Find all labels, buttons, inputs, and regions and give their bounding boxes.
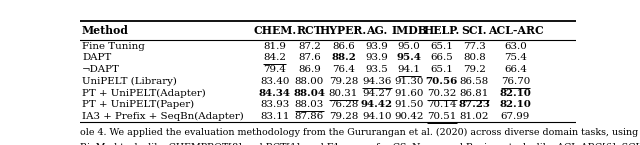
Text: 65.1: 65.1: [430, 42, 453, 51]
Text: 76.4: 76.4: [332, 65, 355, 74]
Text: 91.30: 91.30: [394, 77, 424, 86]
Text: 80.31: 80.31: [329, 89, 358, 98]
Text: 79.4: 79.4: [263, 65, 286, 74]
Text: 94.10: 94.10: [362, 112, 392, 121]
Text: 93.9: 93.9: [365, 53, 388, 62]
Text: 84.2: 84.2: [263, 53, 286, 62]
Text: 93.9: 93.9: [365, 42, 388, 51]
Text: 70.14: 70.14: [427, 100, 456, 109]
Text: 66.5: 66.5: [431, 53, 453, 62]
Text: 94.42: 94.42: [361, 100, 393, 109]
Text: 88.2: 88.2: [331, 53, 356, 62]
Text: PT + UniPELT(Adapter): PT + UniPELT(Adapter): [82, 88, 205, 98]
Text: 86.6: 86.6: [332, 42, 355, 51]
Text: 86.58: 86.58: [460, 77, 489, 86]
Text: AG.: AG.: [366, 25, 387, 36]
Text: 66.4: 66.4: [504, 65, 527, 74]
Text: 82.10: 82.10: [500, 100, 531, 109]
Text: 80.8: 80.8: [463, 53, 486, 62]
Text: SCI.: SCI.: [461, 25, 487, 36]
Text: IMDB: IMDB: [391, 25, 427, 36]
Text: 65.1: 65.1: [430, 65, 453, 74]
Text: 87.23: 87.23: [458, 100, 490, 109]
Text: HELP.: HELP.: [424, 25, 460, 36]
Text: 77.3: 77.3: [463, 42, 486, 51]
Text: HYPER.: HYPER.: [320, 25, 367, 36]
Text: 81.9: 81.9: [263, 42, 286, 51]
Text: 87.6: 87.6: [298, 53, 321, 62]
Text: 90.42: 90.42: [394, 112, 424, 121]
Text: Method: Method: [82, 25, 129, 36]
Text: 91.60: 91.60: [394, 89, 424, 98]
Text: 88.03: 88.03: [295, 100, 324, 109]
Text: 79.28: 79.28: [329, 77, 358, 86]
Text: 86.9: 86.9: [298, 65, 321, 74]
Text: 95.4: 95.4: [397, 53, 422, 62]
Text: 88.00: 88.00: [295, 77, 324, 86]
Text: 87.86: 87.86: [295, 112, 324, 121]
Text: 87.2: 87.2: [298, 42, 321, 51]
Text: 83.93: 83.93: [260, 100, 289, 109]
Text: 70.56: 70.56: [426, 77, 458, 86]
Text: 81.02: 81.02: [460, 112, 489, 121]
Text: 79.28: 79.28: [329, 112, 358, 121]
Text: 79.2: 79.2: [463, 65, 486, 74]
Text: 94.27: 94.27: [362, 89, 392, 98]
Text: UniPELT (Library): UniPELT (Library): [82, 77, 177, 86]
Text: 84.34: 84.34: [259, 89, 291, 98]
Text: 82.10: 82.10: [500, 89, 531, 98]
Text: 70.32: 70.32: [427, 89, 456, 98]
Text: 93.5: 93.5: [365, 65, 388, 74]
Text: 70.51: 70.51: [427, 112, 456, 121]
Text: 76.28: 76.28: [329, 100, 358, 109]
Text: 83.40: 83.40: [260, 77, 289, 86]
Text: ole 4. We applied the evaluation methodology from the Gururangan et al. (2020) a: ole 4. We applied the evaluation methodo…: [80, 128, 640, 137]
Text: 94.36: 94.36: [362, 77, 392, 86]
Text: 91.50: 91.50: [394, 100, 424, 109]
Text: Fine Tuning: Fine Tuning: [82, 42, 145, 51]
Text: ¬DAPT: ¬DAPT: [82, 65, 120, 74]
Text: 76.70: 76.70: [501, 77, 530, 86]
Text: IA3 + Prefix + SeqBn(Adapter): IA3 + Prefix + SeqBn(Adapter): [82, 112, 244, 121]
Text: CHEM.: CHEM.: [253, 25, 296, 36]
Text: ACL-ARC: ACL-ARC: [488, 25, 543, 36]
Text: BioMed tasks like CHEMPROT[8] and RCT[1], and F1-macro for CS, News, and Reviews: BioMed tasks like CHEMPROT[8] and RCT[1]…: [80, 142, 640, 145]
Text: 86.81: 86.81: [460, 89, 489, 98]
Text: 63.0: 63.0: [504, 42, 527, 51]
Text: DAPT: DAPT: [82, 53, 111, 62]
Text: 83.11: 83.11: [260, 112, 289, 121]
Text: RCT: RCT: [296, 25, 323, 36]
Text: 88.04: 88.04: [293, 89, 325, 98]
Text: 94.1: 94.1: [397, 65, 420, 74]
Text: 95.0: 95.0: [397, 42, 420, 51]
Text: 75.4: 75.4: [504, 53, 527, 62]
Text: 67.99: 67.99: [501, 112, 530, 121]
Text: PT + UniPELT(Paper): PT + UniPELT(Paper): [82, 100, 194, 109]
